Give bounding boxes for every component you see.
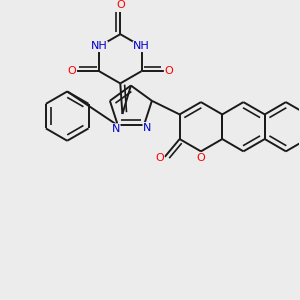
Text: O: O bbox=[116, 0, 125, 10]
Text: NH: NH bbox=[133, 41, 150, 52]
Text: O: O bbox=[68, 66, 76, 76]
Text: O: O bbox=[155, 153, 164, 163]
Text: N: N bbox=[143, 123, 152, 133]
Text: O: O bbox=[164, 66, 173, 76]
Text: NH: NH bbox=[91, 41, 107, 52]
Text: N: N bbox=[112, 124, 120, 134]
Text: O: O bbox=[196, 153, 205, 163]
